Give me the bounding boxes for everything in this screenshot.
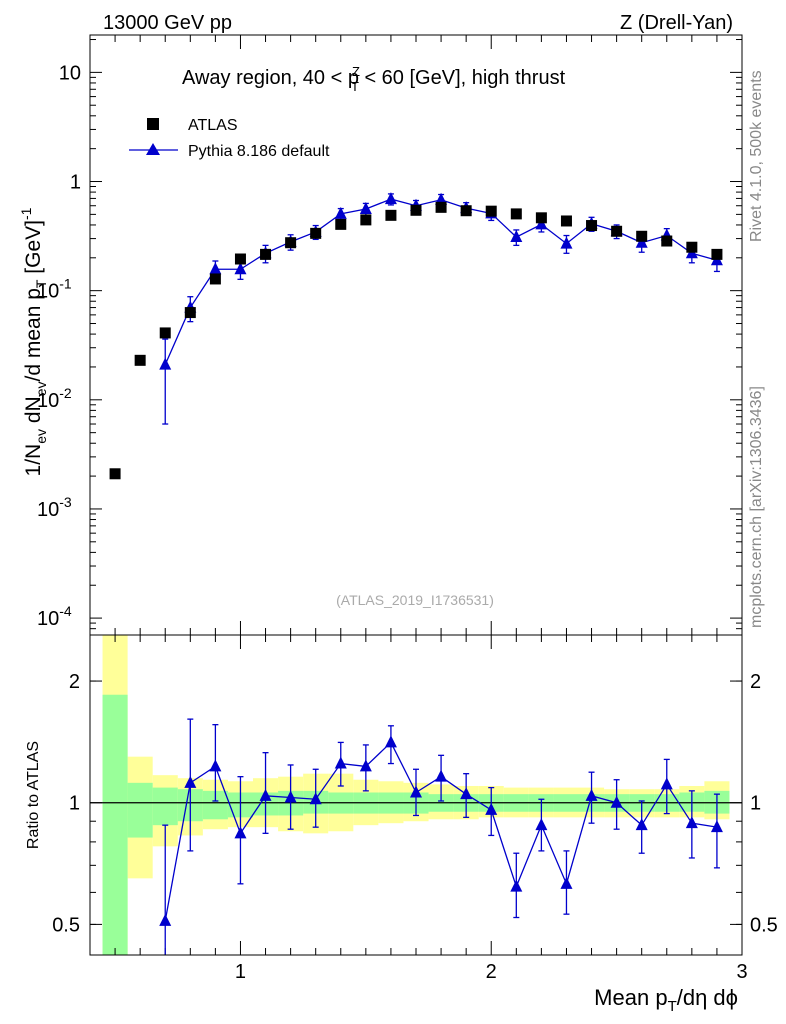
pythia-point <box>384 192 397 205</box>
ratio-point <box>460 787 473 800</box>
region-label: Away region, 40 < pZ T < 60 [GeV], high t… <box>182 64 566 94</box>
mcplots-label: mcplots.cern.ch [arXiv:1306.3436] <box>748 386 765 628</box>
legend-pythia-label: Pythia 8.186 default <box>188 143 330 160</box>
ratio-point <box>685 816 698 829</box>
ratio-y-tick-label-right: 1 <box>750 793 761 815</box>
ratio-point <box>284 790 297 803</box>
ratio-point <box>359 759 372 772</box>
legend-atlas-label: ATLAS <box>188 117 238 134</box>
main-y-tick-label: 10-2 <box>37 385 72 412</box>
ratio-point <box>184 775 197 788</box>
pythia-point <box>435 192 448 205</box>
legend: ATLAS Pythia 8.186 default <box>129 117 330 160</box>
ratio-panel-frame <box>89 634 743 956</box>
x-tick-label: 1 <box>235 961 246 983</box>
ratio-point <box>435 769 448 782</box>
pythia-point <box>334 206 347 219</box>
ratio-point <box>610 795 623 808</box>
atlas-point <box>209 273 221 285</box>
atlas-point <box>109 468 121 480</box>
atlas-point <box>260 248 272 260</box>
atlas-point <box>560 215 572 227</box>
main-y-tick-label: 10 <box>59 62 81 84</box>
ratio-point <box>710 820 723 833</box>
main-y-tick-label: 1 <box>70 172 81 194</box>
atlas-point <box>184 307 196 319</box>
atlas-point <box>485 205 497 217</box>
pythia-point <box>234 262 247 275</box>
atlas-point <box>510 208 522 220</box>
pythia-point <box>535 217 548 230</box>
energy-label: 13000 GeV pp <box>103 12 232 34</box>
ratio-plot-layer: 0.5 0.5 1 1 2 2 1 2 3 <box>52 635 778 983</box>
main-y-tick-exponent: -4 <box>59 603 72 619</box>
ratio-point <box>334 756 347 769</box>
ratio-band-inner <box>102 694 128 955</box>
ratio-y-tick-label-left: 0.5 <box>52 914 80 936</box>
ratio-point <box>560 876 573 889</box>
main-y-tick-label: 10-4 <box>37 603 72 630</box>
x-axis-label: Mean pT/dη dϕ <box>594 985 738 1015</box>
ratio-y-axis-label: Ratio to ATLAS <box>25 741 42 849</box>
main-y-axis-label: 1/Nev dNev/d mean pT [GeV]-1 <box>18 207 49 476</box>
main-plot-layer: 10-4 10-3 10-2 10-1 1 10 <box>37 35 742 636</box>
ratio-point <box>535 818 548 831</box>
main-y-tick-exponent: -1 <box>59 276 72 292</box>
atlas-point <box>410 204 422 216</box>
atlas-point <box>134 354 146 366</box>
atlas-point <box>661 235 673 247</box>
atlas-point <box>234 253 246 265</box>
rivet-version-label: Rivet 4.1.0, 500k events <box>748 70 765 242</box>
ratio-point <box>485 802 498 815</box>
pythia-point <box>359 202 372 215</box>
main-y-tick-label: 10-3 <box>37 494 72 521</box>
atlas-point <box>435 201 447 213</box>
ratio-point <box>384 735 397 748</box>
ratio-point <box>410 785 422 798</box>
process-label: Z (Drell-Yan) <box>620 12 733 34</box>
atlas-point <box>310 227 322 239</box>
ratio-point <box>209 759 222 772</box>
pythia-point <box>159 357 172 370</box>
ratio-point <box>309 792 322 805</box>
atlas-point <box>586 220 598 232</box>
ratio-point <box>159 913 172 926</box>
pythia-point <box>560 236 573 249</box>
atlas-point <box>611 225 623 237</box>
pythia-point <box>209 262 222 275</box>
x-tick-label: 3 <box>736 961 747 983</box>
ratio-point <box>585 788 598 801</box>
analysis-id-label: (ATLAS_2019_I1736531) <box>336 592 494 608</box>
ratio-point <box>660 777 673 790</box>
atlas-point <box>460 205 472 217</box>
x-tick-label: 2 <box>486 961 497 983</box>
atlas-point <box>636 230 648 242</box>
ratio-point <box>259 788 272 801</box>
main-y-tick-label: 10-1 <box>37 276 72 303</box>
ratio-y-tick-label-left: 2 <box>69 671 80 693</box>
pythia-series-line <box>164 198 718 365</box>
ratio-point <box>510 879 523 892</box>
legend-atlas-marker <box>147 118 159 130</box>
legend-pythia-marker <box>146 143 160 155</box>
atlas-point <box>385 209 397 221</box>
ratio-band-inner <box>127 782 153 838</box>
ratio-band-inner <box>152 787 178 826</box>
main-y-tick-exponent: -3 <box>59 494 72 510</box>
ratio-y-tick-label-left: 1 <box>69 793 80 815</box>
atlas-point <box>711 248 723 260</box>
atlas-point <box>686 241 698 253</box>
ratio-y-tick-label-right: 2 <box>750 671 761 693</box>
atlas-point <box>285 237 297 249</box>
atlas-point <box>159 327 171 339</box>
pythia-point <box>510 230 523 243</box>
main-y-tick-exponent: -2 <box>59 385 72 401</box>
ratio-y-tick-label-right: 0.5 <box>750 914 778 936</box>
ratio-point <box>234 826 247 839</box>
ratio-point <box>635 818 648 831</box>
atlas-point <box>335 218 347 230</box>
atlas-point <box>535 212 547 224</box>
atlas-point <box>360 214 372 226</box>
